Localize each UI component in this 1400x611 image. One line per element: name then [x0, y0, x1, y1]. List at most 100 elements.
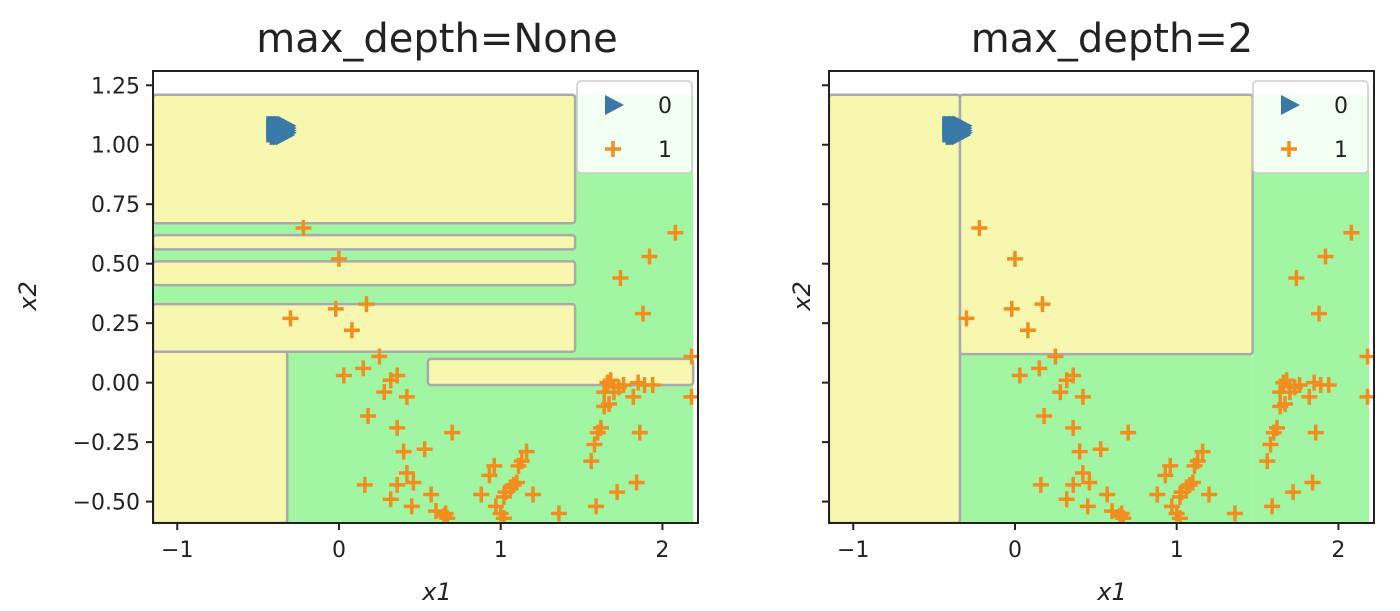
left-class1-point [444, 424, 461, 441]
right-class1-point [1099, 486, 1116, 503]
right-legend-frame [1252, 80, 1369, 174]
left-class1-point [389, 419, 406, 436]
left-class1-point [389, 476, 406, 493]
left-class1-point [389, 367, 406, 384]
left-class0-region [426, 357, 695, 387]
left-class1-point [683, 388, 698, 405]
left-class1-point [355, 360, 372, 377]
right-class1-point [1081, 474, 1098, 491]
left-chart-title: max_depth=None [256, 16, 617, 62]
left-class1-point [667, 224, 684, 241]
left-plot-area: −1 0 1 2−0.50−0.250.000.250.500.751.001.250… [73, 70, 699, 563]
left-class1-point [358, 296, 375, 313]
right-class1-point [1259, 453, 1276, 470]
right-x-tick-label: 0 [1008, 538, 1022, 563]
right-class1-point [1149, 486, 1166, 503]
left-class0-region [153, 260, 577, 287]
left-class1-point [605, 384, 622, 401]
left-class1-point [398, 388, 415, 405]
left-y-tick-label: 0.25 [91, 312, 140, 337]
right-class1-point [1052, 384, 1069, 401]
left-class1-point [360, 407, 377, 424]
right-class1-point [1092, 441, 1109, 458]
left-class1-point [423, 486, 440, 503]
left-class1-point [631, 424, 648, 441]
left-class1-point [644, 377, 661, 394]
right-class1-point [1112, 507, 1129, 523]
left-class1-point [495, 510, 512, 523]
left-class0-region [153, 233, 577, 251]
right-class1-point [1307, 424, 1324, 441]
right-class1-point [1011, 367, 1028, 384]
right-class1-point [1032, 476, 1049, 493]
right-class1-point [958, 310, 975, 327]
left-y-tick-label: 0.00 [91, 372, 140, 397]
left-class1-point [508, 474, 525, 491]
right-class1-point [1359, 348, 1374, 365]
left-y-tick-label: 1.25 [91, 74, 140, 99]
right-class0-point [948, 122, 968, 143]
right-class1-point [1074, 388, 1091, 405]
right-class1-point [1104, 503, 1121, 520]
left-class1-point [599, 374, 616, 391]
right-class1-point [1226, 505, 1243, 522]
left-plot-frame [152, 70, 699, 524]
left-y-tick-label: 0.75 [91, 193, 140, 218]
right-class1-point [1181, 476, 1198, 493]
left-class1-region [153, 223, 576, 236]
right-legend-marker-1 [1281, 141, 1297, 157]
left-class1-point [335, 367, 352, 384]
left-x-tick-label: 1 [494, 538, 508, 563]
right-class1-point [1071, 443, 1088, 460]
right-class1-point [1120, 424, 1137, 441]
left-legend: 01 [576, 80, 693, 174]
right-class1-point [1157, 467, 1174, 484]
right-class1-point [1006, 250, 1023, 267]
right-class1-point [1074, 465, 1091, 482]
right-class1-point [1186, 457, 1203, 474]
right-x-tick-label: 1 [1170, 538, 1184, 563]
left-x-axis-label: x1 [421, 578, 451, 606]
right-class1-point [1262, 436, 1279, 453]
left-class1-point [628, 474, 645, 491]
right-class1-point [1304, 474, 1321, 491]
right-class1-point [1079, 498, 1096, 515]
left-legend-frame [576, 80, 693, 174]
right-class0-region [958, 93, 1254, 356]
right-legend: 01 [1252, 80, 1369, 174]
right-x-axis-label: x1 [1096, 578, 1126, 606]
left-class1-point [486, 457, 503, 474]
left-class1-point [376, 384, 393, 401]
right-class1-point [1359, 388, 1374, 405]
left-y-tick-label: 1.00 [91, 134, 140, 159]
left-legend-marker-0 [605, 95, 624, 115]
right-class1-point [1031, 360, 1048, 377]
right-class1-point [1268, 419, 1285, 436]
left-class1-point [602, 372, 619, 389]
left-class1-point [403, 498, 420, 515]
right-plot-frame [828, 70, 1375, 524]
right-class1-point [1115, 510, 1132, 523]
left-class1-point [295, 220, 312, 237]
left-class1-point [330, 250, 347, 267]
left-class1-point [635, 305, 652, 322]
right-class1-point [1277, 396, 1294, 413]
right-class1-point [1065, 419, 1082, 436]
left-class1-point [518, 443, 535, 460]
right-class1-point [1065, 476, 1082, 493]
left-class1-region [153, 285, 576, 305]
left-x-tick-label: −1 [161, 538, 193, 563]
right-class1-point [1162, 457, 1179, 474]
left-class1-point [612, 269, 629, 286]
right-class1-point [1065, 367, 1082, 384]
right-class1-point [1047, 348, 1064, 365]
left-y-tick-label: 0.50 [91, 253, 140, 278]
right-class1-point [1171, 510, 1188, 523]
left-class1-point [371, 348, 388, 365]
right-legend-marker-0 [1281, 95, 1300, 115]
left-class1-point [586, 436, 603, 453]
right-legend-label-1: 1 [1334, 138, 1348, 163]
left-class1-point [327, 300, 344, 317]
right-class1-point [1317, 248, 1334, 265]
